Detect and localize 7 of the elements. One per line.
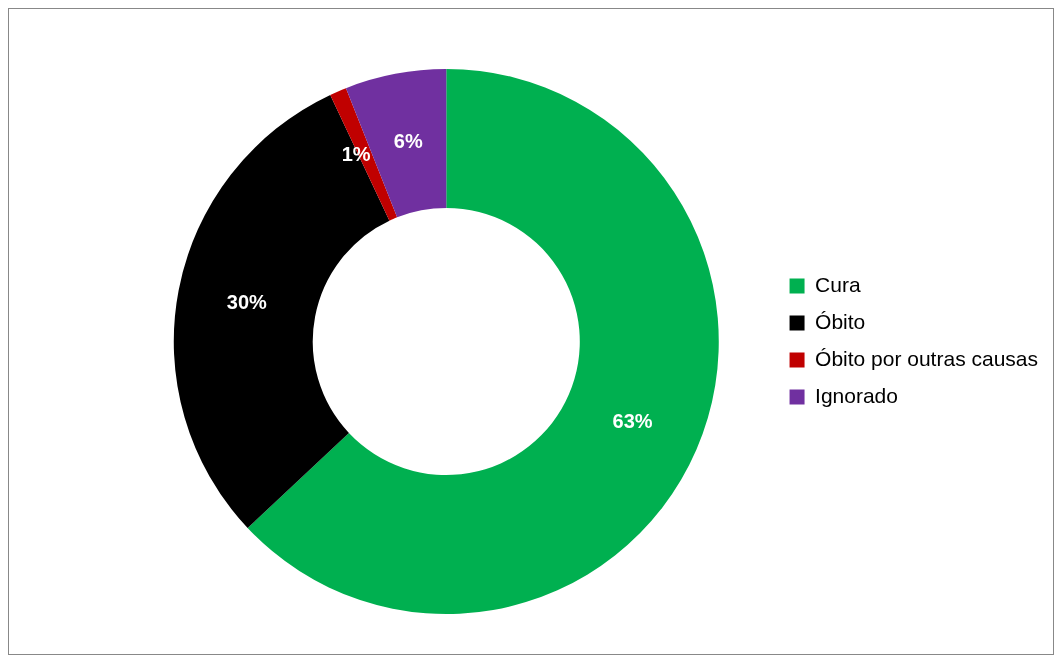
legend-label: Cura bbox=[815, 272, 861, 296]
legend-label: Óbito por outras causas bbox=[815, 346, 1038, 370]
data-label: 30% bbox=[226, 290, 268, 313]
data-label: 63% bbox=[612, 409, 653, 432]
data-label: 6% bbox=[393, 129, 423, 152]
legend-label: Ignorado bbox=[815, 383, 898, 407]
legend-label: Óbito bbox=[815, 309, 866, 333]
